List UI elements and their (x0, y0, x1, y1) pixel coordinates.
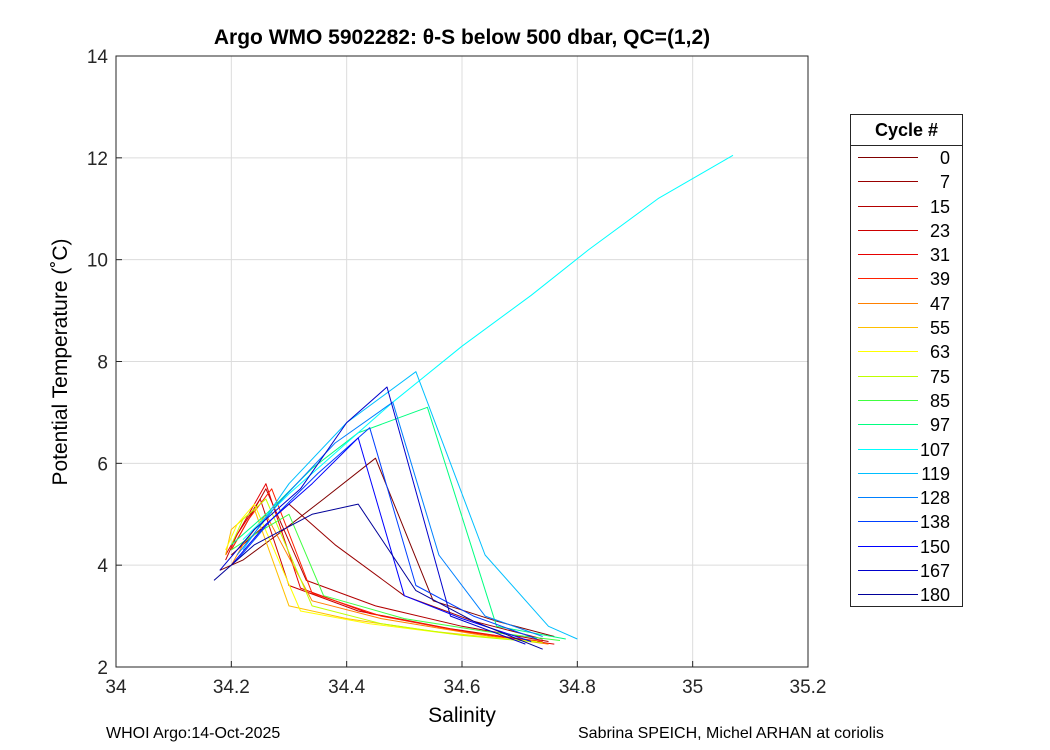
x-tick-label: 34.4 (328, 677, 365, 698)
legend-item: 119 (851, 462, 962, 486)
y-tick-label: 2 (97, 658, 108, 679)
legend-swatch (858, 424, 918, 426)
series-line-47 (230, 513, 549, 645)
legend-label: 128 (919, 488, 950, 509)
series-line-63 (225, 503, 538, 642)
legend-swatch (858, 521, 918, 523)
legend-label: 15 (929, 196, 950, 217)
x-tick-label: 34.6 (444, 677, 481, 698)
series-line-0 (219, 457, 555, 637)
series-line-128 (236, 401, 543, 637)
y-tick-label: 10 (87, 251, 108, 272)
legend-item: 75 (851, 365, 962, 389)
legend-item: 55 (851, 316, 962, 340)
y-tick-label: 8 (97, 353, 108, 374)
legend-label: 31 (929, 245, 950, 266)
series-line-85 (231, 513, 561, 641)
legend-swatch (858, 205, 918, 207)
legend-label: 138 (919, 512, 950, 533)
legend-label: 0 (939, 148, 950, 168)
legend-item: 15 (851, 195, 962, 219)
legend-swatch (858, 497, 918, 499)
footer-source: WHOI Argo:14-Oct-2025 (106, 725, 281, 742)
legend-swatch (858, 278, 918, 280)
legend-label: 97 (929, 415, 950, 436)
series-line-7 (230, 503, 543, 640)
series-line-55 (225, 508, 532, 642)
legend-item: 7 (851, 170, 962, 194)
legend-item: 128 (851, 486, 962, 510)
x-axis-label: Salinity (428, 704, 496, 727)
series-line-167 (219, 386, 526, 645)
legend-item: 167 (851, 559, 962, 583)
series-line-23 (225, 498, 538, 642)
x-tick-label: 35.2 (790, 677, 827, 698)
legend-item: 47 (851, 292, 962, 316)
legend-swatch (858, 594, 918, 596)
legend-item: 23 (851, 219, 962, 243)
legend-swatch (858, 302, 918, 304)
legend-label: 150 (919, 536, 950, 557)
legend-label: 55 (929, 318, 950, 339)
legend-swatch (858, 351, 918, 353)
x-tick-label: 35 (682, 677, 703, 698)
x-tick-label: 34.8 (559, 677, 596, 698)
series-line-75 (230, 498, 543, 644)
x-tick-label: 34.2 (213, 677, 250, 698)
legend-label: 63 (929, 342, 950, 363)
legend-item: 31 (851, 243, 962, 267)
legend-item: 180 (851, 583, 962, 607)
y-tick-label: 12 (87, 149, 108, 170)
legend-swatch (858, 229, 918, 231)
legend-swatch (858, 254, 918, 256)
legend-item: 107 (851, 438, 962, 462)
legend-rows: 0 7 15 23 31 39 47 55 63 75 85 97 107 119 128 138 150 167… (851, 146, 962, 608)
legend-item: 63 (851, 340, 962, 364)
y-tick-label: 6 (97, 454, 108, 475)
legend-label: 23 (929, 220, 950, 241)
legend-swatch (858, 448, 918, 450)
series-line-119 (242, 371, 578, 640)
y-tick-label: 4 (97, 556, 108, 577)
legend-label: 39 (929, 269, 950, 290)
legend-item: 138 (851, 510, 962, 534)
legend-label: 167 (919, 561, 950, 582)
legend-swatch (858, 375, 918, 377)
series-line-180 (213, 503, 543, 650)
series-line-150 (230, 437, 532, 642)
legend-item: 85 (851, 389, 962, 413)
chart-title: Argo WMO 5902282: θ-S below 500 dbar, QC… (213, 26, 711, 49)
legend-swatch (858, 399, 918, 401)
legend-item: 0 (851, 146, 962, 170)
legend-label: 47 (929, 293, 950, 314)
legend-item: 150 (851, 535, 962, 559)
legend-label: 7 (939, 172, 950, 193)
legend-swatch (858, 472, 918, 474)
legend-item: 97 (851, 413, 962, 437)
legend-swatch (858, 327, 918, 329)
legend-title: Cycle # (851, 115, 962, 146)
legend-swatch (858, 181, 918, 183)
legend-label: 75 (929, 366, 950, 387)
series-line-39 (230, 488, 543, 642)
ticks: 34 34.2 34.4 34.6 34.8 35 35.2 2 4 6 8 10 12 14 (87, 47, 827, 698)
legend-label: 85 (929, 390, 950, 411)
footer-credits: Sabrina SPEICH, Michel ARHAN at coriolis (578, 725, 884, 742)
x-tick-label: 34 (105, 677, 127, 698)
y-axis-label: Potential Temperature (˚C) (49, 238, 72, 486)
legend-label: 119 (921, 463, 950, 484)
legend-label: 180 (919, 585, 950, 606)
y-tick-label: 14 (87, 47, 109, 68)
series-line-107 (242, 154, 734, 541)
legend: Cycle # 0 7 15 23 31 39 47 55 63 75 85 97 107 119 128 1… (850, 114, 963, 607)
legend-label: 107 (919, 439, 950, 460)
legend-item: 39 (851, 267, 962, 291)
data-lines (213, 154, 734, 650)
legend-swatch (858, 570, 918, 572)
legend-swatch (858, 545, 918, 547)
legend-swatch (858, 157, 918, 158)
